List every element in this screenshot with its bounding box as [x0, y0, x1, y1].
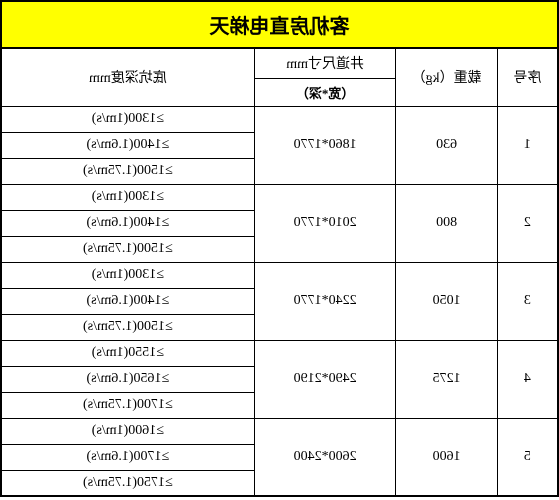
cell-pit: ≥1300(1m/s) — [1, 184, 254, 210]
cell-pit: ≥1700(1.75m/s) — [1, 392, 254, 418]
cell-seq: 4 — [497, 340, 558, 418]
cell-shaft: 2490*2190 — [254, 340, 396, 418]
cell-pit: ≥1500(1.75m/s) — [1, 158, 254, 184]
cell-pit: ≥1300(1m/s) — [1, 262, 254, 288]
cell-load: 1275 — [396, 340, 497, 418]
cell-pit: ≥1300(1m/s) — [1, 106, 254, 132]
elevator-spec-table: 序号 载重（kg） 井道尺寸mm 底坑深度mm （宽*深） 16301860*1… — [0, 47, 559, 497]
cell-pit: ≥1500(1.75m/s) — [1, 314, 254, 340]
header-pit: 底坑深度mm — [1, 48, 254, 106]
cell-load: 1600 — [396, 418, 497, 496]
cell-seq: 3 — [497, 262, 558, 340]
cell-pit: ≥1400(1.6m/s) — [1, 132, 254, 158]
header-shaft: 井道尺寸mm — [254, 48, 396, 78]
header-shaft-sub: （宽*深） — [254, 78, 396, 106]
cell-pit: ≥1550(1m/s) — [1, 340, 254, 366]
cell-seq: 5 — [497, 418, 558, 496]
cell-seq: 2 — [497, 184, 558, 262]
cell-pit: ≥1400(1.6m/s) — [1, 210, 254, 236]
cell-shaft: 2010*1770 — [254, 184, 396, 262]
cell-pit: ≥1700(1.6m/s) — [1, 444, 254, 470]
cell-pit: ≥1600(1m/s) — [1, 418, 254, 444]
cell-load: 1050 — [396, 262, 497, 340]
header-load: 载重（kg） — [396, 48, 497, 106]
cell-pit: ≥1400(1.6m/s) — [1, 288, 254, 314]
cell-load: 630 — [396, 106, 497, 184]
table-title: 客机房直电梯天 — [0, 0, 559, 47]
cell-pit: ≥1500(1.75m/s) — [1, 236, 254, 262]
cell-pit: ≥1650(1.6m/s) — [1, 366, 254, 392]
cell-shaft: 2600*2400 — [254, 418, 396, 496]
cell-shaft: 1860*1770 — [254, 106, 396, 184]
header-seq: 序号 — [497, 48, 558, 106]
cell-seq: 1 — [497, 106, 558, 184]
cell-load: 800 — [396, 184, 497, 262]
cell-shaft: 2240*1770 — [254, 262, 396, 340]
cell-pit: ≥1750(1.75m/s) — [1, 470, 254, 496]
